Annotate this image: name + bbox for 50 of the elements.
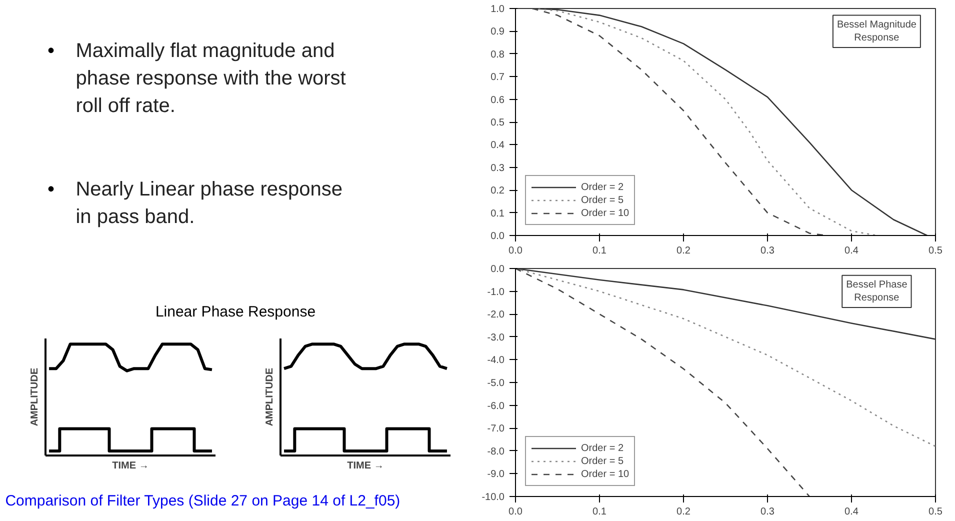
x-tick-label: 0.2 <box>676 506 691 518</box>
y-tick-label: 0.7 <box>490 72 505 84</box>
y-tick-label: 1.0 <box>490 4 505 15</box>
y-tick-label: -9.0 <box>487 469 505 480</box>
text: • Nearly Linear phase response in pass band. <box>48 178 343 228</box>
legend-label: Order = 5 <box>581 194 624 206</box>
legend-label: Order = 2 <box>581 442 624 454</box>
text: Bessel Phase Response <box>846 279 908 304</box>
y-tick-label: 0.8 <box>490 49 505 60</box>
y-tick-label: 0.6 <box>490 94 505 106</box>
y-tick-label: -5.0 <box>487 378 505 389</box>
y-tick-label: 0.3 <box>490 162 505 174</box>
legend-label: Order = 5 <box>581 455 624 467</box>
x-tick-label: 0.3 <box>760 246 775 256</box>
legend-label: Order = 10 <box>581 207 630 219</box>
text: • Maximally flat magnitude and phase response with the worst roll off rate. <box>48 40 346 118</box>
y-tick-label: -1.0 <box>487 286 505 298</box>
y-tick-label: -7.0 <box>487 424 505 435</box>
x-tick-label: 0.3 <box>760 506 775 518</box>
text: Linear Phase Response <box>155 304 316 321</box>
y-tick-label: 0.1 <box>490 208 505 220</box>
y-tick-label: 0.2 <box>490 186 505 197</box>
y-tick-label: -6.0 <box>487 400 505 412</box>
y-tick-label: -10.0 <box>482 492 505 503</box>
x-tick-label: 0.1 <box>592 506 607 518</box>
y-tick-label: -8.0 <box>487 446 505 458</box>
y-tick-label: -3.0 <box>487 332 505 344</box>
x-axis-title: TIME → <box>347 460 384 472</box>
legend-label: Order = 10 <box>581 468 630 480</box>
y-tick-label: 0.0 <box>490 264 505 275</box>
text: Comparison of Filter Types (Slide 27 on Page 14 of L2_f05) <box>5 492 400 510</box>
y-tick-label: 0.0 <box>490 231 505 242</box>
x-tick-label: 0.0 <box>508 246 523 256</box>
x-tick-label: 0.1 <box>592 246 607 256</box>
y-tick-label: 0.9 <box>490 26 505 38</box>
y-axis-title: AMPLITUDE <box>264 368 276 426</box>
x-tick-label: 0.0 <box>508 506 523 518</box>
x-axis-title: TIME → <box>112 460 149 472</box>
x-tick-label: 0.5 <box>928 246 943 256</box>
x-tick-label: 0.2 <box>676 246 691 256</box>
x-tick-label: 0.5 <box>928 506 943 518</box>
x-tick-label: 0.4 <box>844 246 859 256</box>
x-tick-label: 0.4 <box>844 506 859 518</box>
y-tick-label: -2.0 <box>487 310 505 321</box>
y-tick-label: 0.5 <box>490 118 505 128</box>
y-axis-title: AMPLITUDE <box>30 368 40 426</box>
legend-label: Order = 2 <box>581 181 624 193</box>
y-tick-label: -4.0 <box>487 355 505 366</box>
text: Bessel Magnitude Response <box>836 19 917 44</box>
y-tick-label: 0.4 <box>490 140 505 152</box>
